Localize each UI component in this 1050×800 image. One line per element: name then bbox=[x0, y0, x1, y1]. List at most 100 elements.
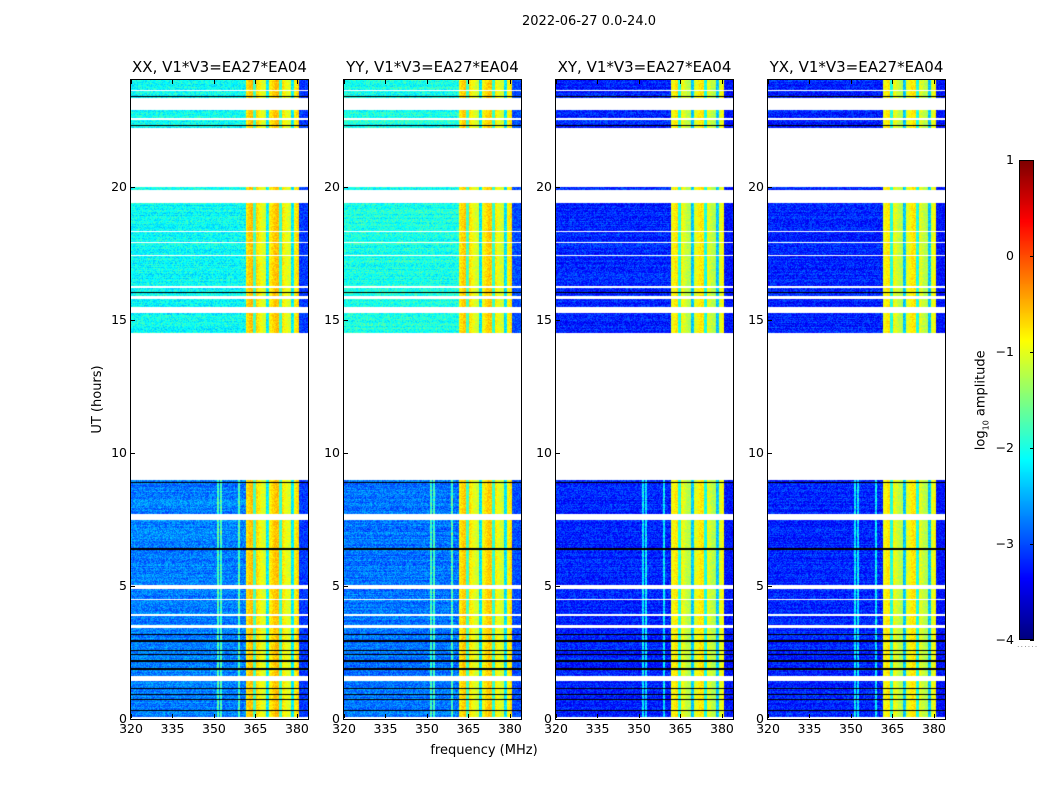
y-tick-mark bbox=[768, 319, 772, 321]
x-tick-label: 335 bbox=[160, 721, 185, 736]
x-tick-mark bbox=[426, 80, 428, 84]
x-tick-mark bbox=[255, 714, 257, 718]
y-tick-mark bbox=[131, 186, 135, 188]
x-tick-mark bbox=[850, 714, 852, 718]
x-tick-mark bbox=[768, 80, 769, 84]
x-tick-label: 380 bbox=[710, 721, 734, 736]
y-tick-mark bbox=[344, 585, 348, 587]
panel-title: XY, V1*V3=EA27*EA04 bbox=[557, 58, 732, 76]
x-tick-mark bbox=[809, 80, 811, 84]
x-tick-mark bbox=[509, 714, 511, 718]
x-tick-label: 335 bbox=[797, 721, 822, 736]
x-tick-label: 365 bbox=[243, 721, 268, 736]
colorbar-tick-label: −1 bbox=[995, 344, 1014, 359]
panel-xy: XY, V1*V3=EA27*EA04 320 335 350 365 380 0 5 10 1… bbox=[536, 58, 734, 736]
colorbar-tick-label: −4 bbox=[995, 632, 1014, 647]
y-tick-label: 20 bbox=[748, 178, 764, 194]
panel-yx: YX, V1*V3=EA27*EA04 320 335 350 365 380 0 5 10 1… bbox=[748, 58, 946, 736]
y-tick-mark bbox=[556, 186, 560, 188]
colorbar-tick-mark bbox=[1030, 256, 1034, 257]
x-tick-mark bbox=[556, 714, 557, 718]
x-tick-mark bbox=[255, 80, 257, 84]
x-tick-label: 335 bbox=[373, 721, 398, 736]
x-tick-mark bbox=[933, 80, 935, 84]
y-tick-label: 0 bbox=[544, 711, 552, 726]
x-tick-mark bbox=[426, 714, 428, 718]
x-tick-mark bbox=[344, 80, 345, 84]
x-tick-mark bbox=[468, 714, 470, 718]
y-tick-mark bbox=[768, 186, 772, 188]
y-tick-label: 20 bbox=[111, 178, 127, 194]
x-tick-mark bbox=[768, 714, 769, 718]
colorbar-gradient bbox=[1020, 161, 1033, 639]
y-tick-mark bbox=[131, 585, 135, 587]
x-tick-mark bbox=[638, 80, 640, 84]
y-tick-label: 5 bbox=[756, 577, 764, 593]
panel-title: YY, V1*V3=EA27*EA04 bbox=[346, 58, 519, 76]
panel-yy: YY, V1*V3=EA27*EA04 320 335 350 365 380 0 5 10 1… bbox=[324, 58, 522, 736]
y-tick-mark bbox=[131, 452, 135, 454]
y-tick-label: 5 bbox=[332, 577, 340, 593]
colorbar-tick-label: 0 bbox=[1006, 248, 1014, 263]
y-tick-label: 15 bbox=[111, 311, 127, 327]
x-tick-mark bbox=[556, 80, 557, 84]
x-tick-label: 320 bbox=[119, 721, 143, 736]
x-tick-label: 350 bbox=[202, 721, 226, 736]
x-tick-mark bbox=[509, 80, 511, 84]
colorbar-tick-mark bbox=[1030, 160, 1034, 161]
x-tick-mark bbox=[721, 80, 723, 84]
x-tick-mark bbox=[680, 714, 682, 718]
y-tick-mark bbox=[344, 452, 348, 454]
heatmap-yx bbox=[768, 80, 945, 719]
y-tick-mark bbox=[344, 719, 348, 720]
colorbar-tick-mark bbox=[1030, 544, 1034, 545]
y-tick-label: 5 bbox=[119, 577, 127, 593]
figure-suptitle: 2022-06-27 0.0-24.0 bbox=[522, 14, 656, 29]
x-tick-mark bbox=[296, 80, 298, 84]
colorbar-label-sub: 10 bbox=[981, 420, 991, 431]
y-tick-label: 0 bbox=[756, 711, 764, 726]
y-tick-label: 10 bbox=[536, 444, 552, 460]
y-tick-label: 0 bbox=[119, 711, 127, 726]
x-tick-label: 380 bbox=[922, 721, 946, 736]
colorbar-tick-mark bbox=[1030, 640, 1034, 641]
x-tick-label: 320 bbox=[332, 721, 356, 736]
y-tick-mark bbox=[556, 452, 560, 454]
x-tick-mark bbox=[597, 80, 599, 84]
x-tick-label: 350 bbox=[415, 721, 439, 736]
y-tick-label: 5 bbox=[544, 577, 552, 593]
y-tick-label: 10 bbox=[748, 444, 764, 460]
heatmap-xy bbox=[556, 80, 733, 719]
y-tick-mark bbox=[768, 585, 772, 587]
x-tick-mark bbox=[721, 714, 723, 718]
x-tick-label: 365 bbox=[668, 721, 693, 736]
y-tick-mark bbox=[131, 319, 135, 321]
y-tick-label: 15 bbox=[748, 311, 764, 327]
x-tick-mark bbox=[680, 80, 682, 84]
panel-xx: XX, V1*V3=EA27*EA04 320 335 350 365 380 0 5 10 1… bbox=[111, 58, 309, 736]
x-tick-mark bbox=[892, 714, 894, 718]
heatmap-yy bbox=[344, 80, 521, 719]
heatmap-xx bbox=[131, 80, 308, 719]
x-tick-mark bbox=[344, 714, 345, 718]
colorbar-tick-label: 1 bbox=[1006, 152, 1014, 167]
y-tick-label: 10 bbox=[324, 444, 340, 460]
x-tick-mark bbox=[638, 714, 640, 718]
x-tick-label: 380 bbox=[498, 721, 522, 736]
x-tick-label: 365 bbox=[880, 721, 905, 736]
colorbar-tick-label: −3 bbox=[995, 536, 1014, 551]
y-tick-mark bbox=[556, 585, 560, 587]
x-tick-mark bbox=[933, 714, 935, 718]
x-tick-mark bbox=[385, 714, 387, 718]
colorbar-tick-mark bbox=[1030, 448, 1034, 449]
x-tick-mark bbox=[296, 714, 298, 718]
x-tick-mark bbox=[131, 714, 132, 718]
y-tick-mark bbox=[556, 319, 560, 321]
x-tick-label: 320 bbox=[756, 721, 780, 736]
y-tick-mark bbox=[131, 719, 135, 720]
y-tick-mark bbox=[556, 719, 560, 720]
colorbar-footer: ...... bbox=[1017, 640, 1039, 649]
x-tick-mark bbox=[468, 80, 470, 84]
x-tick-mark bbox=[809, 714, 811, 718]
y-tick-mark bbox=[768, 719, 772, 720]
